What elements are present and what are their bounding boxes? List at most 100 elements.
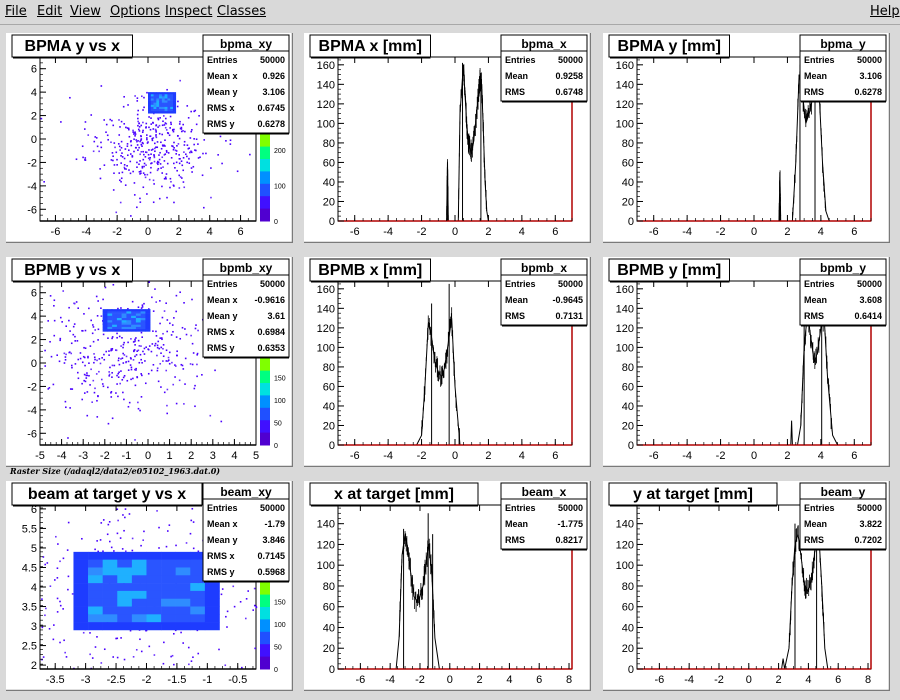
menu-view[interactable]: View xyxy=(70,4,101,19)
scatter-point xyxy=(140,138,143,140)
scatter-point xyxy=(130,366,133,369)
scatter-point xyxy=(162,662,165,665)
stats-value: 0.6278 xyxy=(257,119,285,129)
scatter-point xyxy=(160,346,163,349)
scatter-point xyxy=(149,128,152,131)
scatter-point xyxy=(112,283,115,286)
scatter-point xyxy=(150,369,153,372)
scatter-point xyxy=(143,162,146,165)
palette-cell xyxy=(260,196,270,210)
scatter-point xyxy=(130,215,132,217)
core-cell xyxy=(131,614,147,623)
core-cell xyxy=(145,309,151,312)
menu-options[interactable]: Options xyxy=(110,4,160,19)
scatter-point xyxy=(92,379,95,382)
scatter-point xyxy=(184,357,187,360)
scatter-point xyxy=(56,597,59,600)
x-tick-label: -2 xyxy=(716,450,726,462)
scatter-point xyxy=(105,123,108,126)
scatter-point xyxy=(232,585,235,588)
scatter-point xyxy=(124,508,127,510)
menu-edit[interactable]: Edit xyxy=(37,4,62,19)
scatter-point xyxy=(167,359,170,361)
scatter-point xyxy=(148,116,150,118)
y-tick-label: -4 xyxy=(27,405,37,417)
core-cell xyxy=(156,109,160,112)
scatter-point xyxy=(94,136,97,138)
pad-beam_x[interactable]: -6 -4 -2 0 2 4 6 8 0 20 40 60 80 100 120 140 x at target… xyxy=(304,481,591,691)
scatter-point xyxy=(197,329,199,332)
scatter-point xyxy=(138,146,140,149)
core-cell xyxy=(88,590,103,600)
stats-label: Mean xyxy=(804,295,827,305)
core-cell xyxy=(145,311,151,314)
scatter-point xyxy=(127,360,130,363)
core-cell xyxy=(161,622,176,631)
scatter-point xyxy=(144,173,146,176)
scatter-point xyxy=(163,641,165,644)
scatter-point xyxy=(123,341,125,344)
core-cell xyxy=(121,329,127,332)
pad-bpmb_xy[interactable]: 050100150200250-5-4-3-2-1012345-6-4-2024… xyxy=(6,257,293,467)
scatter-point xyxy=(192,352,195,354)
pad-bpma_x[interactable]: -6 -4 -2 0 2 4 6 0 20 40 60 80 100 120 140 160 BPMA x [m… xyxy=(304,33,591,243)
core-cell xyxy=(161,559,176,568)
scatter-point xyxy=(170,156,173,159)
x-tick-label: 5 xyxy=(253,450,259,462)
scatter-point xyxy=(153,160,156,163)
scatter-point xyxy=(183,302,185,304)
core-cell xyxy=(146,583,162,592)
scatter-point xyxy=(122,352,124,355)
core-cell xyxy=(204,590,220,600)
scatter-point xyxy=(125,361,127,364)
scatter-point xyxy=(133,182,136,184)
palette-tick-label: 50 xyxy=(274,420,282,427)
menu-help[interactable]: Help xyxy=(870,4,900,19)
scatter-point xyxy=(140,373,142,375)
pad-beam_y[interactable]: -6 -4 -2 0 2 4 6 8 0 20 40 60 80 100 120 140 y at target… xyxy=(603,481,890,691)
scatter-point xyxy=(182,123,184,126)
core-cell xyxy=(150,111,154,114)
core-cell xyxy=(172,94,177,97)
scatter-point xyxy=(117,395,119,398)
pad-beam_xy[interactable]: 050100150200250-3.5-3-2.5-2-1.5-1-0.522.… xyxy=(6,481,293,691)
pad-bpmb_x[interactable]: -6 -4 -2 0 2 4 6 0 20 40 60 80 100 120 140 160 BPMB x [m… xyxy=(304,257,591,467)
scatter-point xyxy=(92,150,95,153)
pad-bpma_y[interactable]: -6 -4 -2 0 2 4 6 0 20 40 60 80 100 120 140 160 BPMA y [m… xyxy=(603,33,890,243)
scatter-point xyxy=(161,172,164,174)
scatter-point xyxy=(87,355,89,358)
scatter-point xyxy=(67,588,69,591)
core-cell xyxy=(175,575,191,584)
scatter-point xyxy=(59,337,62,340)
menu-file[interactable]: File xyxy=(5,4,27,19)
scatter-point xyxy=(162,360,164,362)
palette-cell xyxy=(260,420,270,434)
scatter-point xyxy=(144,156,147,158)
scatter-point xyxy=(110,391,113,393)
scatter-point xyxy=(111,119,113,122)
scatter-point xyxy=(116,383,118,385)
scatter-point xyxy=(196,629,199,632)
core-cell xyxy=(117,583,133,592)
scatter-point xyxy=(83,373,86,376)
scatter-point xyxy=(98,358,101,360)
menu-inspect[interactable]: Inspect xyxy=(165,4,212,19)
core-cell xyxy=(172,92,177,95)
y-tick-label: 2.5 xyxy=(22,641,37,653)
core-cell xyxy=(116,326,122,330)
y-tick-label: 6 xyxy=(31,64,37,76)
pad-bpmb_y[interactable]: -6 -4 -2 0 2 4 6 0 20 40 60 80 100 120 140 160 BPMB y [m… xyxy=(603,257,890,467)
scatter-point xyxy=(176,145,178,147)
palette-cell xyxy=(260,183,270,197)
scatter-point xyxy=(127,341,129,344)
scatter-point xyxy=(225,140,227,142)
core-cell xyxy=(164,106,168,110)
scatter-point xyxy=(156,146,159,149)
scatter-point xyxy=(136,97,139,99)
menu-classes[interactable]: Classes xyxy=(217,4,266,19)
scatter-point xyxy=(182,130,184,132)
scatter-point xyxy=(141,306,144,308)
stats-value: 50000 xyxy=(558,279,583,289)
